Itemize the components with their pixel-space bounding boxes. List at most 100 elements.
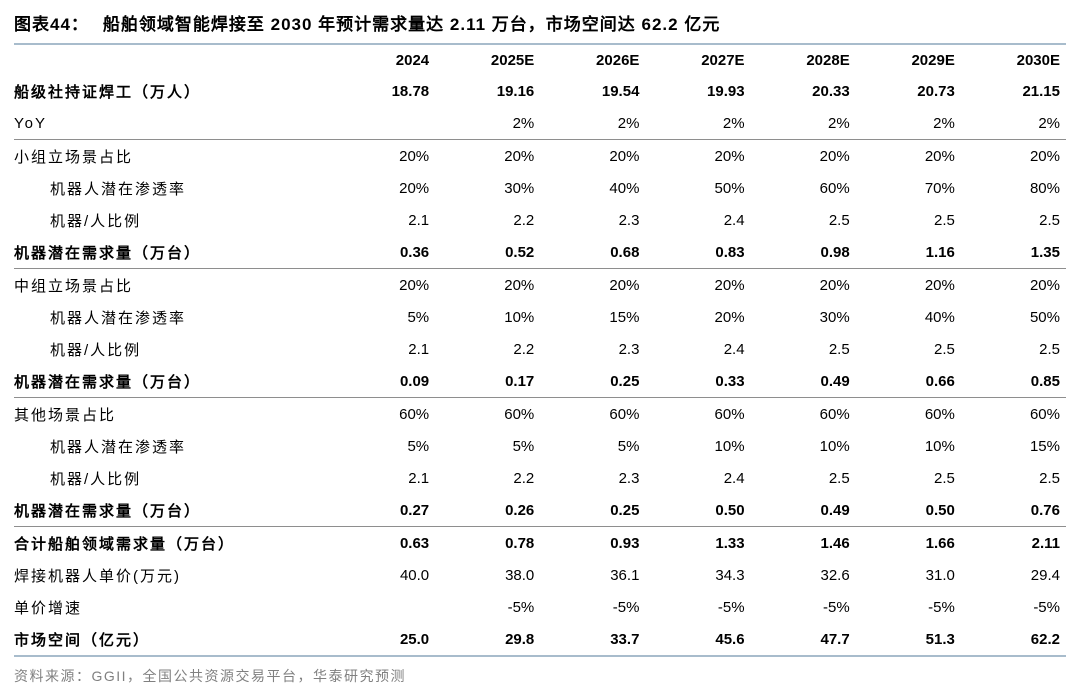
row-label: 机器人潜在渗透率 — [50, 180, 187, 198]
cell-value: 34.3 — [715, 566, 745, 584]
cell-value: 1.33 — [715, 534, 745, 552]
cell-value: 5% — [512, 437, 535, 455]
cell-value: 21.15 — [1022, 82, 1060, 100]
cell-value: 20% — [504, 147, 535, 165]
cell-value: 2.5 — [1039, 340, 1060, 358]
cell-value: 2.1 — [408, 340, 430, 358]
cell-value: 2.4 — [723, 211, 745, 229]
cell-value: 2.2 — [513, 340, 535, 358]
cell-value: 0.83 — [645, 236, 751, 269]
cell-value: 50% — [1029, 308, 1060, 326]
cell-value: 30% — [504, 179, 535, 197]
cell-value: 0.17 — [435, 365, 541, 398]
row-label: 机器/人比例 — [50, 470, 142, 488]
row-label: 机器人潜在渗透率 — [50, 309, 187, 327]
row-label: 小组立场景占比 — [14, 148, 134, 166]
header-year-cell: 2030E — [1016, 51, 1060, 69]
row-label: 机器潜在需求量（万台） — [14, 236, 330, 269]
cell-value: 20% — [1029, 147, 1060, 165]
cell-value: 2.5 — [828, 469, 850, 487]
cell-value: 0.85 — [960, 365, 1066, 398]
cell-value: 1.66 — [925, 534, 955, 552]
table-row: 机器人潜在渗透率 20% 30% 40% 50% 60% 70% 80% — [14, 172, 1066, 204]
cell-value: 20% — [399, 179, 430, 197]
cell-value: 15% — [609, 308, 640, 326]
cell-value: 20% — [714, 147, 745, 165]
row-label: 机器/人比例 — [50, 212, 142, 230]
row-label: 其他场景占比 — [14, 406, 117, 424]
row-label: 单价增速 — [14, 599, 83, 617]
table-row: 小组立场景占比 20% 20% 20% 20% 20% 20% 20% — [14, 140, 1066, 173]
table-row: 中组立场景占比 20% 20% 20% 20% 20% 20% 20% — [14, 269, 1066, 302]
cell-value — [330, 591, 435, 623]
cell-value: 47.7 — [750, 623, 856, 657]
cell-value: 5% — [617, 437, 640, 455]
row-label: 机器潜在需求量（万台） — [14, 494, 330, 527]
cell-value: 2.5 — [828, 211, 850, 229]
row-label: 市场空间（亿元） — [14, 623, 330, 657]
cell-value: 2% — [855, 107, 961, 140]
cell-value: 19.16 — [496, 82, 535, 100]
cell-value: 19.93 — [707, 82, 745, 100]
cell-value: 20% — [924, 276, 955, 294]
cell-value: 2.3 — [618, 340, 640, 358]
table-header-row: 2024 2025E 2026E 2027E 2028E 2029E 2030E — [14, 45, 1066, 75]
table-row: 焊接机器人单价(万元) 40.0 38.0 36.1 34.3 32.6 31.0 29.4 — [14, 559, 1066, 591]
cell-value: 20% — [399, 147, 430, 165]
cell-value: 60% — [714, 405, 745, 423]
header-year-cell: 2029E — [911, 51, 955, 69]
cell-value: 0.25 — [540, 494, 646, 527]
cell-value: 5% — [407, 437, 430, 455]
cell-value: 0.66 — [855, 365, 961, 398]
table-row: 船级社持证焊工（万人） 18.78 19.16 19.54 19.93 20.33 20.7… — [14, 75, 1066, 107]
cell-value: 20% — [609, 147, 640, 165]
cell-value: 31.0 — [925, 566, 955, 584]
cell-value: 2.2 — [513, 469, 535, 487]
cell-value: 20% — [504, 276, 535, 294]
cell-value: 0.76 — [960, 494, 1066, 527]
cell-value: -5% — [717, 598, 745, 616]
cell-value: 20% — [609, 276, 640, 294]
cell-value: 0.09 — [330, 365, 436, 398]
cell-value: 20% — [1029, 276, 1060, 294]
cell-value: 19.54 — [601, 82, 640, 100]
header-year-cell: 2024 — [395, 51, 430, 69]
cell-value: 1.16 — [855, 236, 961, 269]
cell-value: 0.50 — [855, 494, 961, 527]
table-row: 机器人潜在渗透率 5% 10% 15% 20% 30% 40% 50% — [14, 301, 1066, 333]
cell-value: 50% — [714, 179, 745, 197]
cell-value: 60% — [504, 405, 535, 423]
cell-value: -5% — [612, 598, 640, 616]
row-label: 机器人潜在渗透率 — [50, 438, 187, 456]
cell-value: 60% — [819, 179, 850, 197]
cell-value: 80% — [1029, 179, 1060, 197]
table-row: 合计船舶领域需求量（万台） 0.63 0.78 0.93 1.33 1.46 1.66 2.1… — [14, 527, 1066, 560]
cell-value: 0.63 — [399, 534, 430, 552]
cell-value: 2% — [750, 107, 856, 140]
cell-value: -5% — [928, 598, 955, 616]
cell-value: 60% — [609, 405, 640, 423]
table-row: 其他场景占比 60% 60% 60% 60% 60% 60% 60% — [14, 398, 1066, 431]
row-label: 合计船舶领域需求量（万台） — [14, 535, 236, 553]
cell-value: 10% — [714, 437, 745, 455]
cell-value: 2.5 — [933, 469, 955, 487]
cell-value: 0.27 — [330, 494, 436, 527]
cell-value: 1.35 — [960, 236, 1066, 269]
header-year-cell: 2027E — [701, 51, 745, 69]
cell-value: 0.49 — [750, 365, 856, 398]
row-label: 焊接机器人单价(万元) — [14, 567, 181, 585]
cell-value: 70% — [924, 179, 955, 197]
cell-value: 2% — [435, 107, 541, 140]
cell-value: 20% — [714, 308, 745, 326]
cell-value: 0.26 — [435, 494, 541, 527]
cell-value: 20% — [924, 147, 955, 165]
cell-value: 51.3 — [855, 623, 961, 657]
cell-value: 20% — [399, 276, 430, 294]
cell-value: 60% — [1029, 405, 1060, 423]
cell-value: 25.0 — [330, 623, 436, 657]
cell-value: 20.73 — [917, 82, 955, 100]
header-year-cell: 2026E — [596, 51, 640, 69]
row-label: 船级社持证焊工（万人） — [14, 83, 202, 101]
cell-value: 2% — [540, 107, 646, 140]
cell-value: 0.68 — [540, 236, 646, 269]
